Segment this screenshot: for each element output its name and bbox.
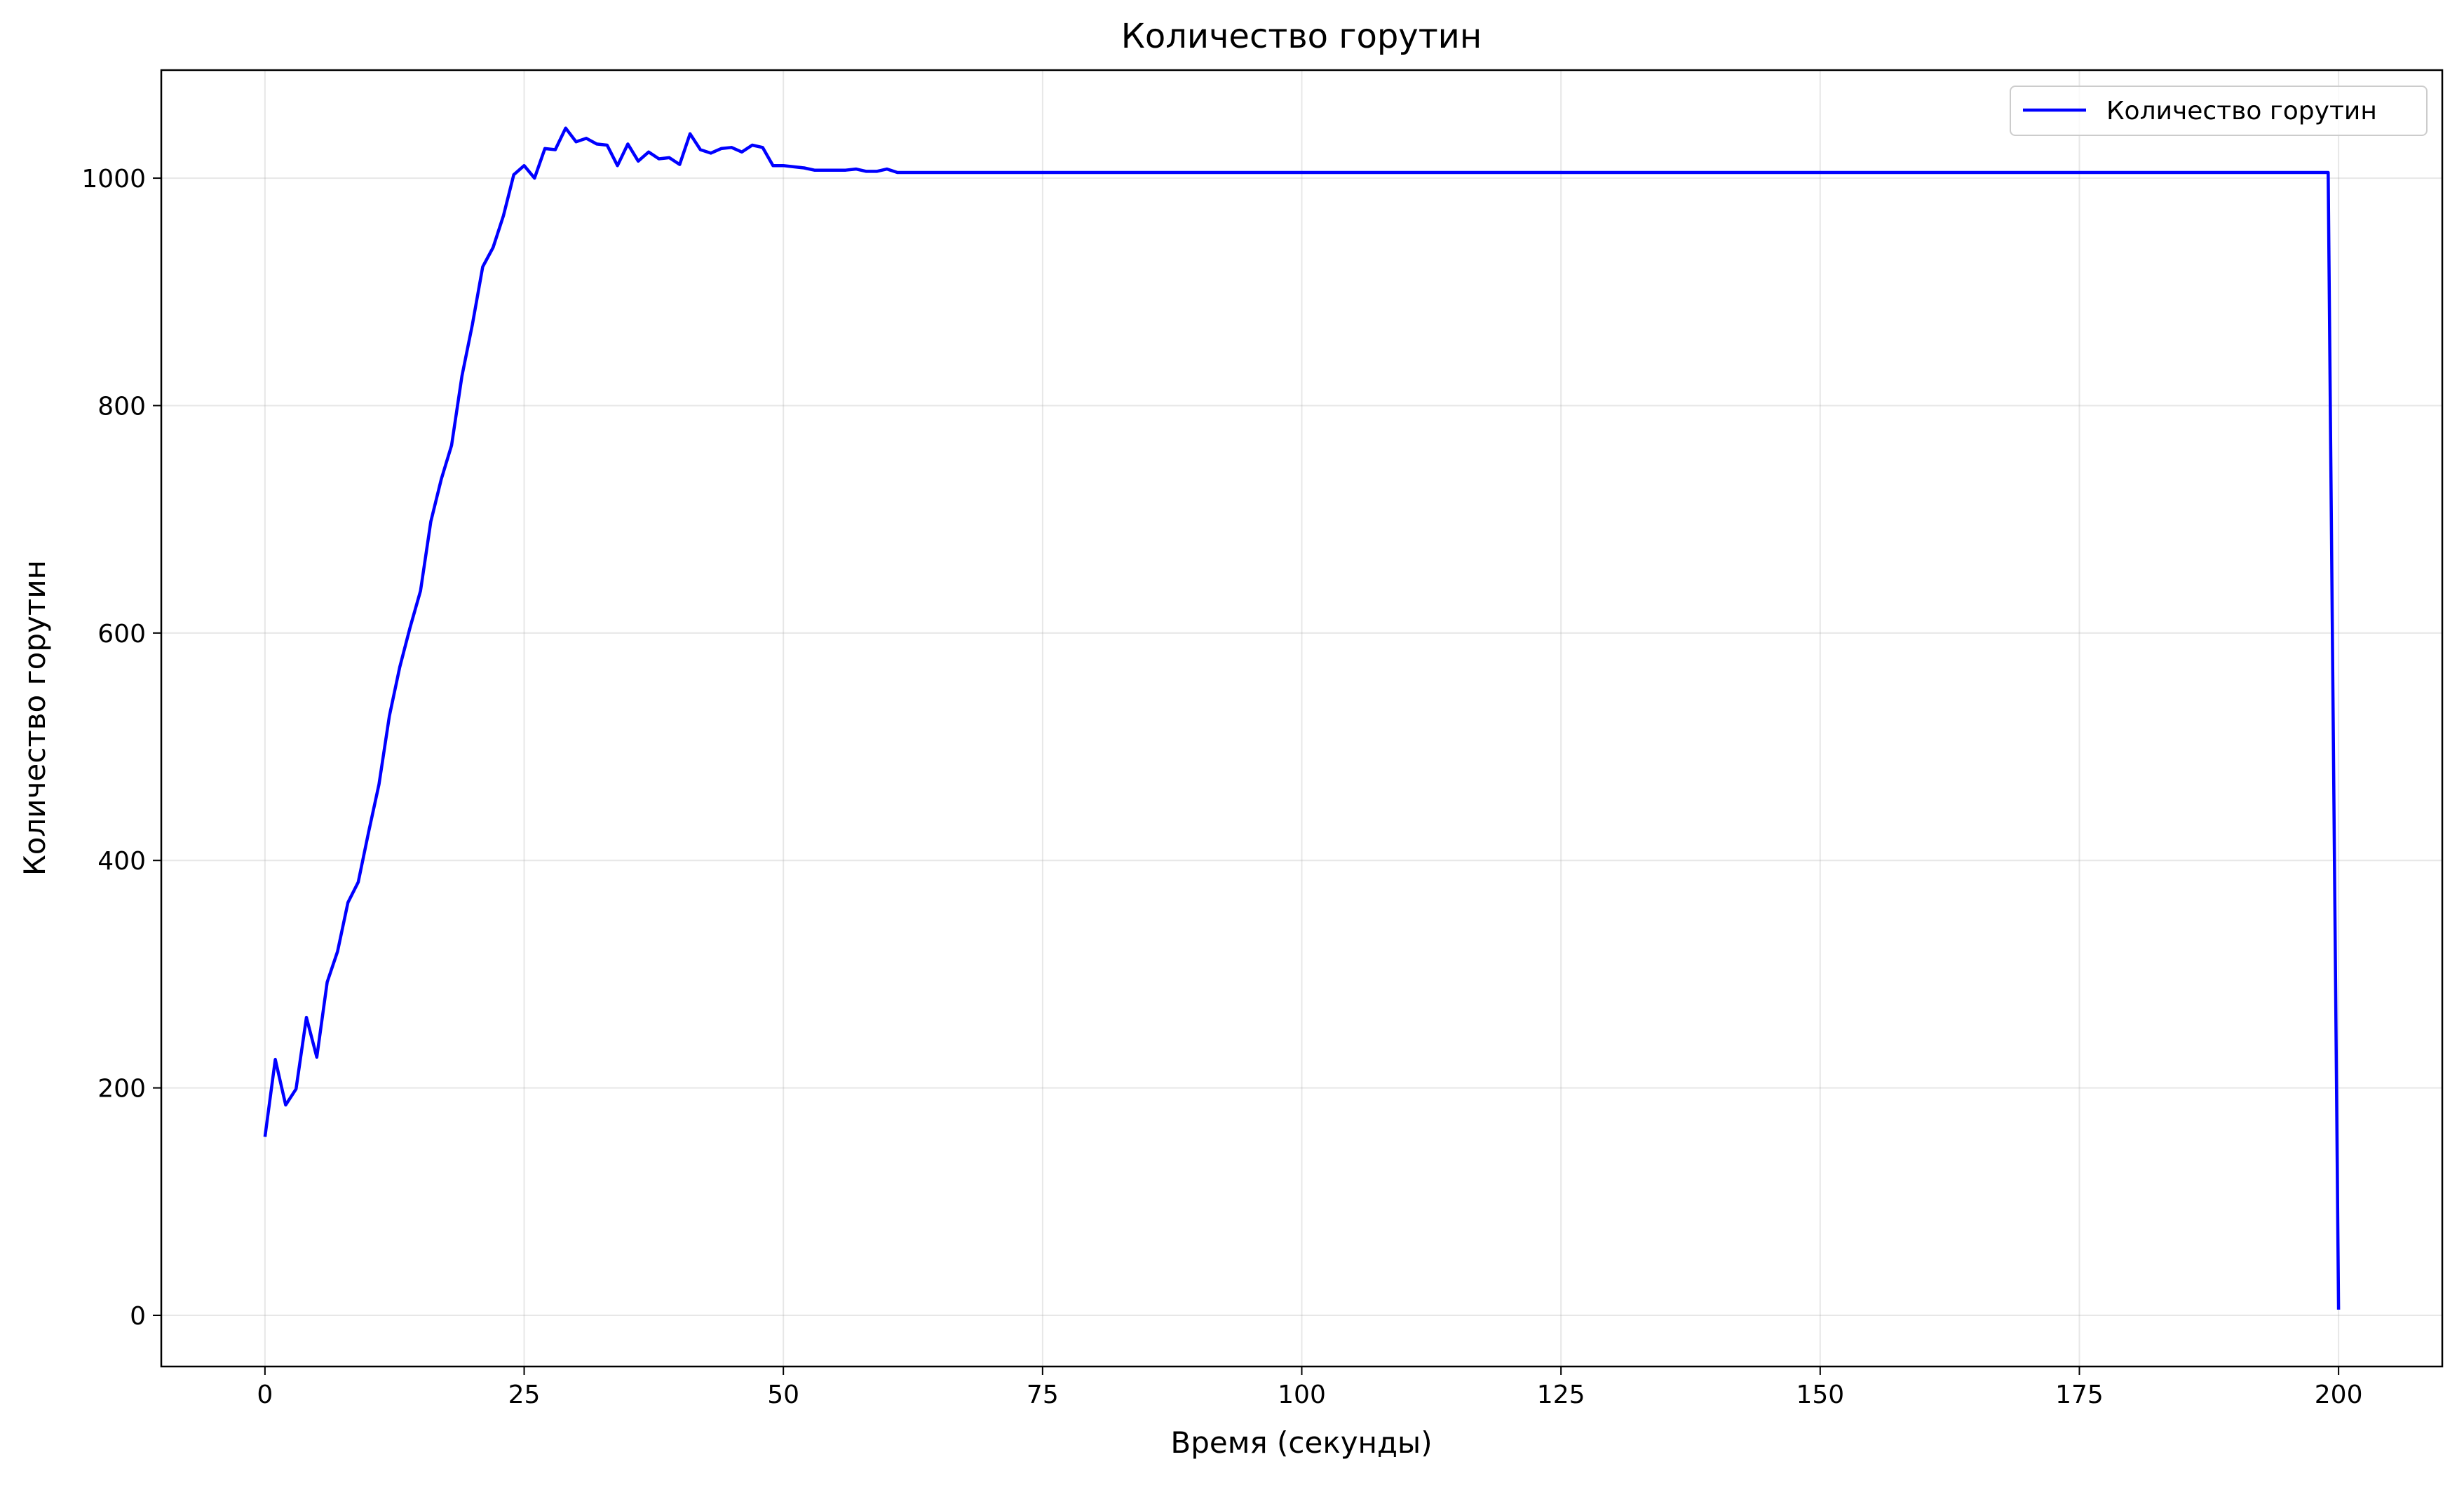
x-tick-label: 175 xyxy=(2055,1381,2104,1409)
y-axis-ticks: 0 200 400 600 800 1000 xyxy=(81,165,161,1331)
y-tick-label: 800 xyxy=(97,392,146,421)
grid xyxy=(161,70,2442,1367)
x-tick-label: 200 xyxy=(2315,1381,2363,1409)
legend: Количество горутин xyxy=(2010,86,2428,136)
y-tick-label: 200 xyxy=(97,1075,146,1104)
x-tick-label: 50 xyxy=(767,1381,799,1409)
x-tick-label: 125 xyxy=(1537,1381,1585,1409)
x-tick-label: 25 xyxy=(508,1381,541,1409)
x-tick-label: 0 xyxy=(257,1381,273,1409)
x-tick-label: 150 xyxy=(1796,1381,1844,1409)
y-axis-label: Количество горутин xyxy=(18,560,52,876)
x-axis-ticks: 0 25 50 75 100 125 150 175 200 xyxy=(257,1367,2362,1409)
series-layer xyxy=(263,126,2341,1310)
x-axis-label: Время (секунды) xyxy=(1170,1425,1432,1460)
series-line xyxy=(263,126,2341,1310)
y-tick-label: 0 xyxy=(130,1302,146,1331)
y-tick-label: 1000 xyxy=(81,165,146,194)
legend-series-label: Количество горутин xyxy=(2106,97,2377,126)
y-tick-label: 600 xyxy=(97,620,146,649)
legend-box xyxy=(2010,86,2428,136)
y-tick-label: 400 xyxy=(97,847,146,876)
x-tick-label: 100 xyxy=(1278,1381,1326,1409)
chart-title: Количество горутин xyxy=(1121,17,1482,56)
x-tick-label: 75 xyxy=(1027,1381,1059,1409)
